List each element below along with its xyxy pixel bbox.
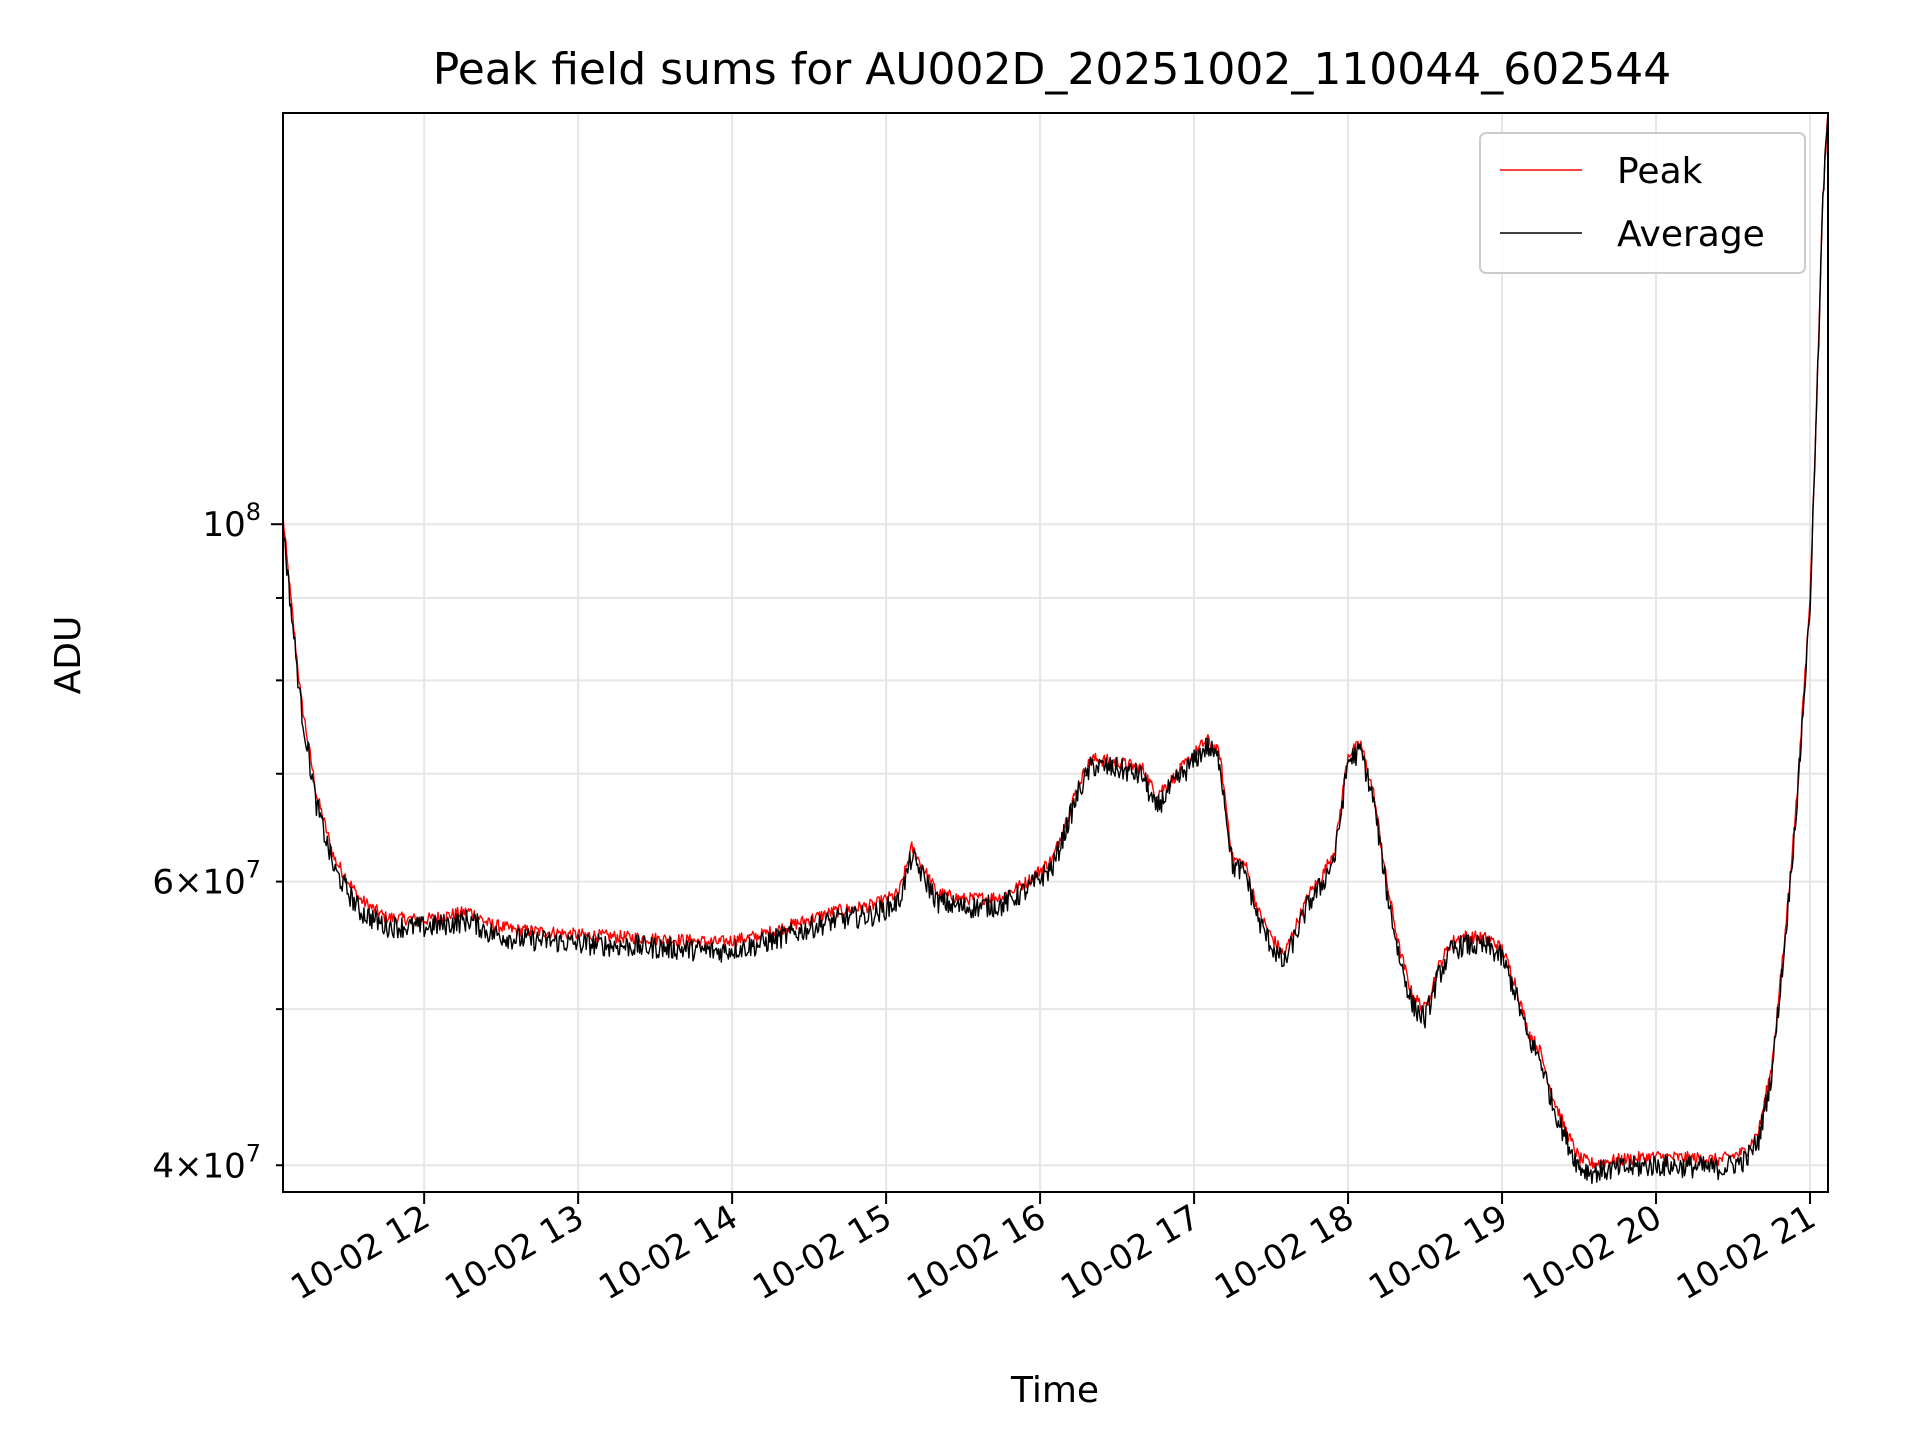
y-tick-mantissa: 4 xyxy=(152,1146,174,1186)
y-axis-label: ADU xyxy=(48,616,89,695)
y-tick-mantissa: 6 xyxy=(152,863,174,903)
y-tick-base: 10 xyxy=(202,505,245,545)
y-tick-exponent: 7 xyxy=(246,1139,261,1167)
plot-frame xyxy=(282,112,1829,1193)
legend-label-average: Average xyxy=(1617,214,1765,255)
y-tick-label: 4×107 xyxy=(152,1139,261,1186)
y-tick-base: 10 xyxy=(202,1146,245,1186)
series-line-average xyxy=(282,112,1829,1185)
series-line-peak xyxy=(282,112,1829,1170)
y-tick-label: 6×107 xyxy=(152,856,261,903)
y-tick-times: × xyxy=(174,863,203,903)
legend-label-peak: Peak xyxy=(1617,151,1703,192)
chart-title: Peak field sums for AU002D_20251002_1100… xyxy=(433,44,1672,95)
y-tick-base: 10 xyxy=(202,863,245,903)
x-axis-label: Time xyxy=(1010,1370,1099,1411)
legend-box xyxy=(1479,132,1806,274)
y-tick-times: × xyxy=(174,1146,203,1186)
y-tick-exponent: 7 xyxy=(246,856,261,884)
grid xyxy=(283,113,1828,1192)
series-layer xyxy=(282,112,1829,1185)
legend: Peak Average xyxy=(1479,132,1806,274)
y-tick-exponent: 8 xyxy=(246,498,261,526)
y-tick-label: 108 xyxy=(202,498,261,545)
